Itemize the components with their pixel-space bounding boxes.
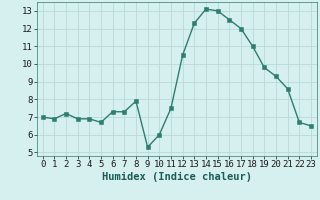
X-axis label: Humidex (Indice chaleur): Humidex (Indice chaleur) <box>102 172 252 182</box>
